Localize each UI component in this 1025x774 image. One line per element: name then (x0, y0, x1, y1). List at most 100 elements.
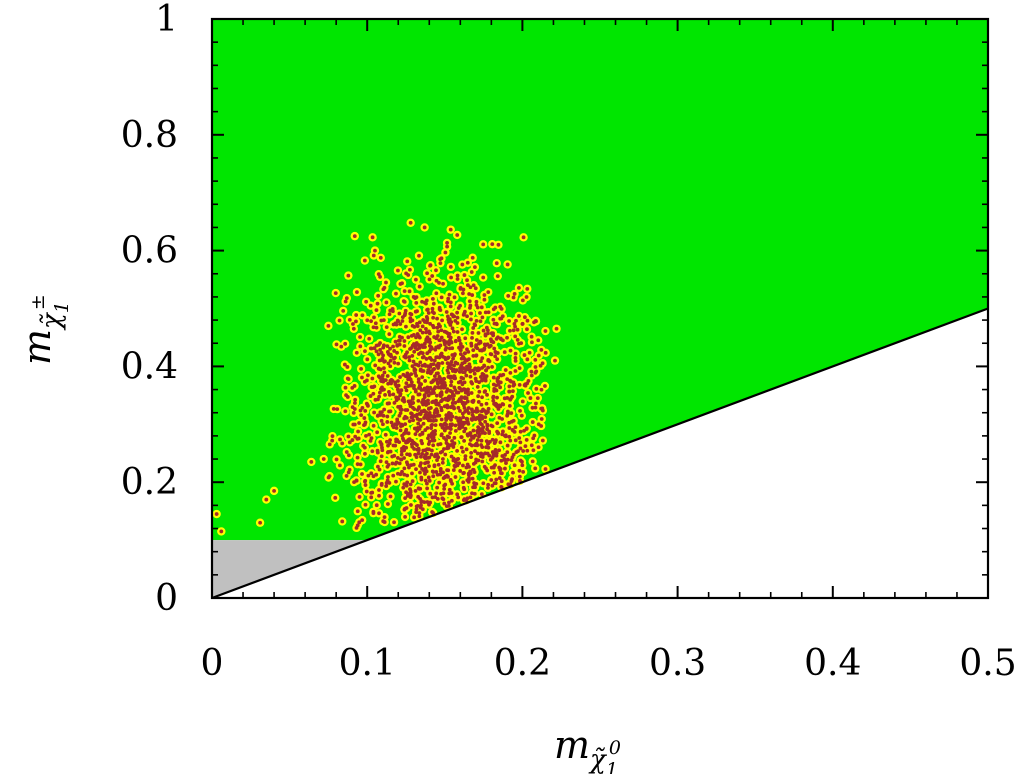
scatter-point (404, 381, 409, 386)
scatter-point (416, 451, 421, 456)
scatter-point (414, 301, 419, 305)
scatter-point (390, 454, 395, 459)
scatter-point (468, 438, 473, 442)
scatter-point (398, 472, 403, 477)
scatter-point (518, 458, 523, 463)
scatter-point (397, 311, 402, 316)
scatter-point (461, 354, 465, 359)
scatter-point (398, 457, 403, 462)
scatter-point (359, 413, 364, 418)
scatter-point (428, 491, 433, 496)
scatter-point (416, 446, 421, 451)
scatter-point (454, 415, 459, 420)
scatter-point (380, 373, 385, 378)
scatter-point (461, 449, 465, 454)
scatter-point (418, 432, 422, 437)
scatter-point (402, 482, 407, 487)
scatter-point (462, 273, 467, 277)
scatter-point (501, 402, 506, 407)
scatter-point (363, 451, 367, 456)
scatter-point (418, 417, 423, 422)
scatter-point (401, 436, 405, 441)
scatter-point (445, 244, 450, 249)
scatter-point (471, 467, 475, 472)
scatter-point (381, 413, 386, 418)
scatter-point (426, 436, 430, 441)
scatter-point (375, 301, 380, 306)
scatter-point (371, 391, 376, 396)
scatter-point (372, 410, 377, 415)
scatter-point (512, 292, 517, 296)
scatter-point (374, 349, 379, 354)
scatter-point (448, 300, 453, 305)
scatter-point (450, 414, 455, 419)
scatter-point (445, 241, 449, 245)
scatter-point (515, 327, 520, 332)
scatter-point (486, 310, 491, 315)
x-axis-label: mχ̃10 (554, 723, 621, 774)
scatter-point (380, 448, 385, 453)
scatter-point (461, 291, 465, 296)
scatter-point (470, 255, 475, 260)
scatter-point (468, 431, 473, 435)
scatter-point (372, 346, 377, 351)
scatter-point (400, 433, 405, 438)
scatter-point (441, 385, 446, 390)
scatter-point (474, 299, 479, 304)
scatter-point (481, 275, 486, 280)
scatter-point (468, 495, 473, 500)
scatter-point (377, 488, 381, 492)
scatter-point (370, 376, 375, 381)
scatter-point (478, 454, 483, 459)
scatter-point (355, 290, 359, 294)
scatter-point (442, 338, 446, 343)
scatter-point (480, 428, 485, 433)
scatter-point (403, 496, 408, 501)
scatter-point (376, 293, 381, 298)
scatter-point (468, 469, 472, 474)
scatter-point (479, 438, 484, 443)
scatter-point (459, 396, 464, 401)
scatter-point (350, 438, 355, 442)
scatter-point (367, 336, 372, 341)
scatter-point (383, 359, 387, 364)
scatter-point (394, 479, 398, 484)
scatter-point (540, 361, 545, 366)
scatter-point (264, 497, 269, 502)
scatter-point (468, 369, 473, 374)
scatter-point (398, 391, 403, 396)
scatter-point (447, 331, 452, 336)
scatter-point (473, 443, 478, 448)
scatter-point (386, 381, 391, 386)
scatter-point (258, 520, 263, 525)
scatter-point (461, 498, 466, 503)
scatter-point (377, 511, 381, 516)
scatter-point (422, 393, 427, 398)
scatter-point (469, 317, 473, 322)
scatter-point (378, 367, 383, 372)
scatter-point (427, 464, 431, 469)
scatter-point (383, 432, 388, 437)
scatter-point (333, 291, 338, 295)
scatter-point (431, 301, 436, 306)
scatter-point (460, 344, 465, 349)
scatter-point (507, 434, 512, 439)
scatter-point (369, 471, 374, 476)
scatter-point (419, 438, 424, 443)
scatter-point (353, 397, 358, 402)
scatter-point (418, 470, 422, 475)
scatter-point (439, 423, 444, 428)
scatter-point (447, 320, 451, 325)
scatter-point (367, 432, 372, 437)
scatter-point (475, 438, 480, 442)
scatter-point (449, 417, 453, 422)
scatter-point (435, 334, 440, 338)
scatter-point (346, 470, 351, 475)
scatter-point (529, 373, 534, 378)
scatter-point (354, 319, 358, 324)
scatter-point (501, 338, 505, 343)
scatter-point (434, 418, 438, 423)
scatter-point (529, 443, 534, 448)
scatter-point (438, 324, 442, 329)
scatter-point (428, 356, 433, 360)
